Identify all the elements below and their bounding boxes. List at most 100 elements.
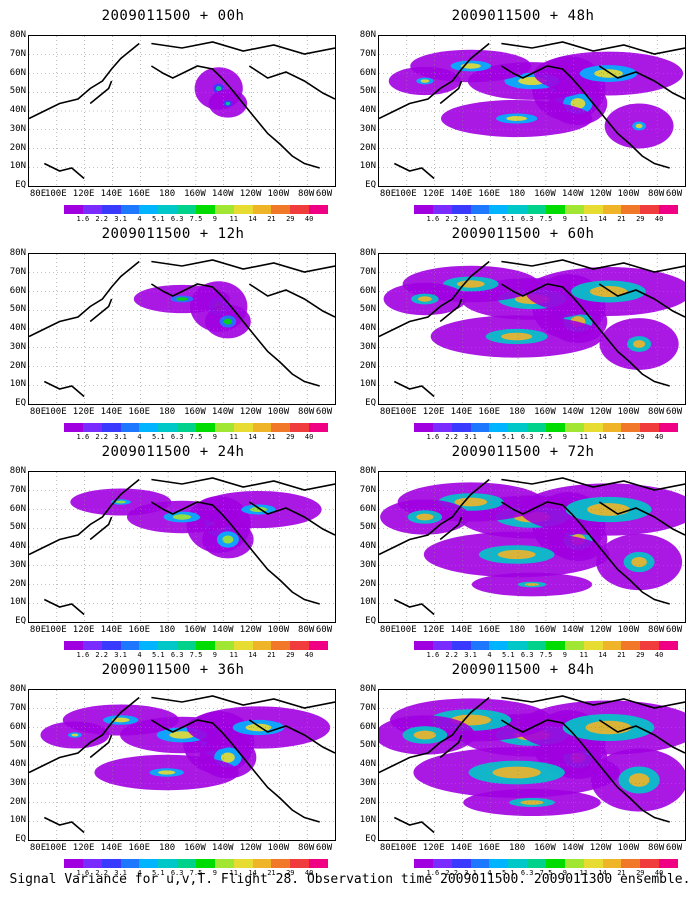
colorbar-swatch [196,859,215,868]
y-tick-label: 20N [359,142,376,153]
map-panel: 2009011500 + 36h EQ 10N 20N 30N 40N 50N 60N 70N 8… [8,662,338,877]
coastline [439,298,463,323]
colorbar-tick-label: 11 [579,651,588,659]
colorbar-tick-label: 40 [654,215,664,223]
colorbar-swatch [489,641,509,650]
colorbar-tick-label: 2.2 [445,215,459,223]
colorbar-tick-label: 14 [248,215,257,223]
colorbar-swatch [451,641,471,650]
y-tick-label: 60N [9,67,26,78]
x-tick-label: 160E [128,843,151,853]
colorbar-tick-label: 11 [229,433,238,441]
colorbar-swatch [546,423,565,432]
x-tick-label: 180 [158,189,176,199]
y-tick-label: 10N [359,161,376,172]
colorbar-swatch [546,859,565,868]
colorbar-swatch [527,859,547,868]
coastline [379,260,490,338]
y-tick-label: 30N [359,777,376,788]
colorbar-swatch [489,859,509,868]
colorbar-swatch [120,641,140,650]
x-tick-label: 120W [239,407,262,417]
y-tick-label: 10N [9,161,26,172]
y-tick-label: 60N [9,285,26,296]
colorbar-tick-label: 29 [286,215,295,223]
y-tick-label: 10N [9,597,26,608]
colorbar-swatch [158,641,178,650]
y-tick-label: 40N [359,323,376,333]
coastline [439,734,463,759]
x-tick-label: 80E [379,625,397,635]
variance-region [594,69,623,78]
colorbar-swatch [252,205,272,214]
colorbar-swatch [177,859,197,868]
coastline [151,259,335,273]
y-tick-label: 60N [359,721,376,732]
colorbar-tick-label: 21 [617,215,626,223]
colorbar-swatch [414,423,433,432]
coastline [501,41,685,55]
x-tick-label: 120E [422,189,445,199]
variance-region [176,297,188,301]
map-plot-area [378,253,686,405]
y-tick-label: 40N [359,541,376,551]
colorbar-swatch [564,641,584,650]
y-tick-label: EQ [15,616,26,626]
colorbar-swatch [470,859,490,868]
coastline [500,65,670,169]
y-tick-label: 40N [359,105,376,115]
y-tick-label: 50N [359,740,376,751]
x-tick-label: 120E [72,189,95,199]
colorbar-swatch [432,859,452,868]
colorbar-swatch [470,205,490,214]
x-tick-label: 140E [450,625,473,635]
variance-region [158,770,176,775]
colorbar-tick-label: 3.1 [114,869,127,877]
x-tick-label: 100E [394,407,417,417]
map-panel: 2009011500 + 12h EQ 10N 20N 30N 40N 50N 60N 70N 8… [8,226,338,441]
colorbar-swatch [432,641,452,650]
colorbar-tick-label: 6.3 [170,869,184,877]
colorbar-tick-label: 7.5 [539,651,553,659]
colorbar-tick-label: 4 [487,215,492,223]
x-tick-label: 140E [100,625,123,635]
x-tick-label: 60W [665,189,683,199]
colorbar-swatch [583,205,603,214]
colorbar-tick-label: 9 [562,651,567,659]
map-panel: 2009011500 + 24h EQ 10N 20N 30N 40N 50N 60N 70N 8… [6,444,338,659]
x-tick-label: 180 [508,843,526,853]
x-tick-label: 80W [648,843,665,853]
colorbar-swatch [64,641,83,650]
colorbar-tick-label: 6.3 [170,651,184,659]
colorbar-tick-label: 4 [137,869,142,877]
colorbar-tick-label: 3.1 [114,215,127,223]
x-tick-label: 80W [298,843,315,853]
variance-region [501,332,533,341]
x-tick-label: 140W [561,625,584,635]
x-tick-label: 100E [44,843,67,853]
x-axis-labels: 80E 100E 120E 140E 160E 180 160W 140W 120W 100W 80… [378,189,686,201]
colorbar-tick-label: 40 [304,215,314,223]
colorbar-swatch [451,423,471,432]
x-tick-label: 100E [394,189,417,199]
colorbar-swatch [233,641,253,650]
x-tick-label: 80W [648,189,665,199]
x-tick-label: 120W [239,189,262,199]
colorbar-tick-label: 14 [598,651,607,659]
colorbar-swatch [214,859,234,868]
x-tick-label: 140W [211,625,234,635]
y-axis-labels: EQ 10N 20N 30N 40N 50N 60N 70N 80N [6,466,26,626]
x-tick-label: 100W [617,843,640,853]
x-tick-label: 140E [450,189,473,199]
y-tick-label: 20N [9,796,26,807]
colorbar-swatch [414,859,433,868]
colorbar-tick-label: 29 [636,433,645,441]
x-tick-label: 120W [589,843,612,853]
x-tick-label: 140E [100,407,123,417]
y-tick-label: 50N [9,740,26,751]
colorbar-tick-label: 3.1 [114,433,127,441]
y-tick-label: 60N [359,503,376,514]
colorbar-tick-label: 29 [636,215,645,223]
colorbar-swatch [64,859,83,868]
x-tick-label: 120E [72,625,95,635]
